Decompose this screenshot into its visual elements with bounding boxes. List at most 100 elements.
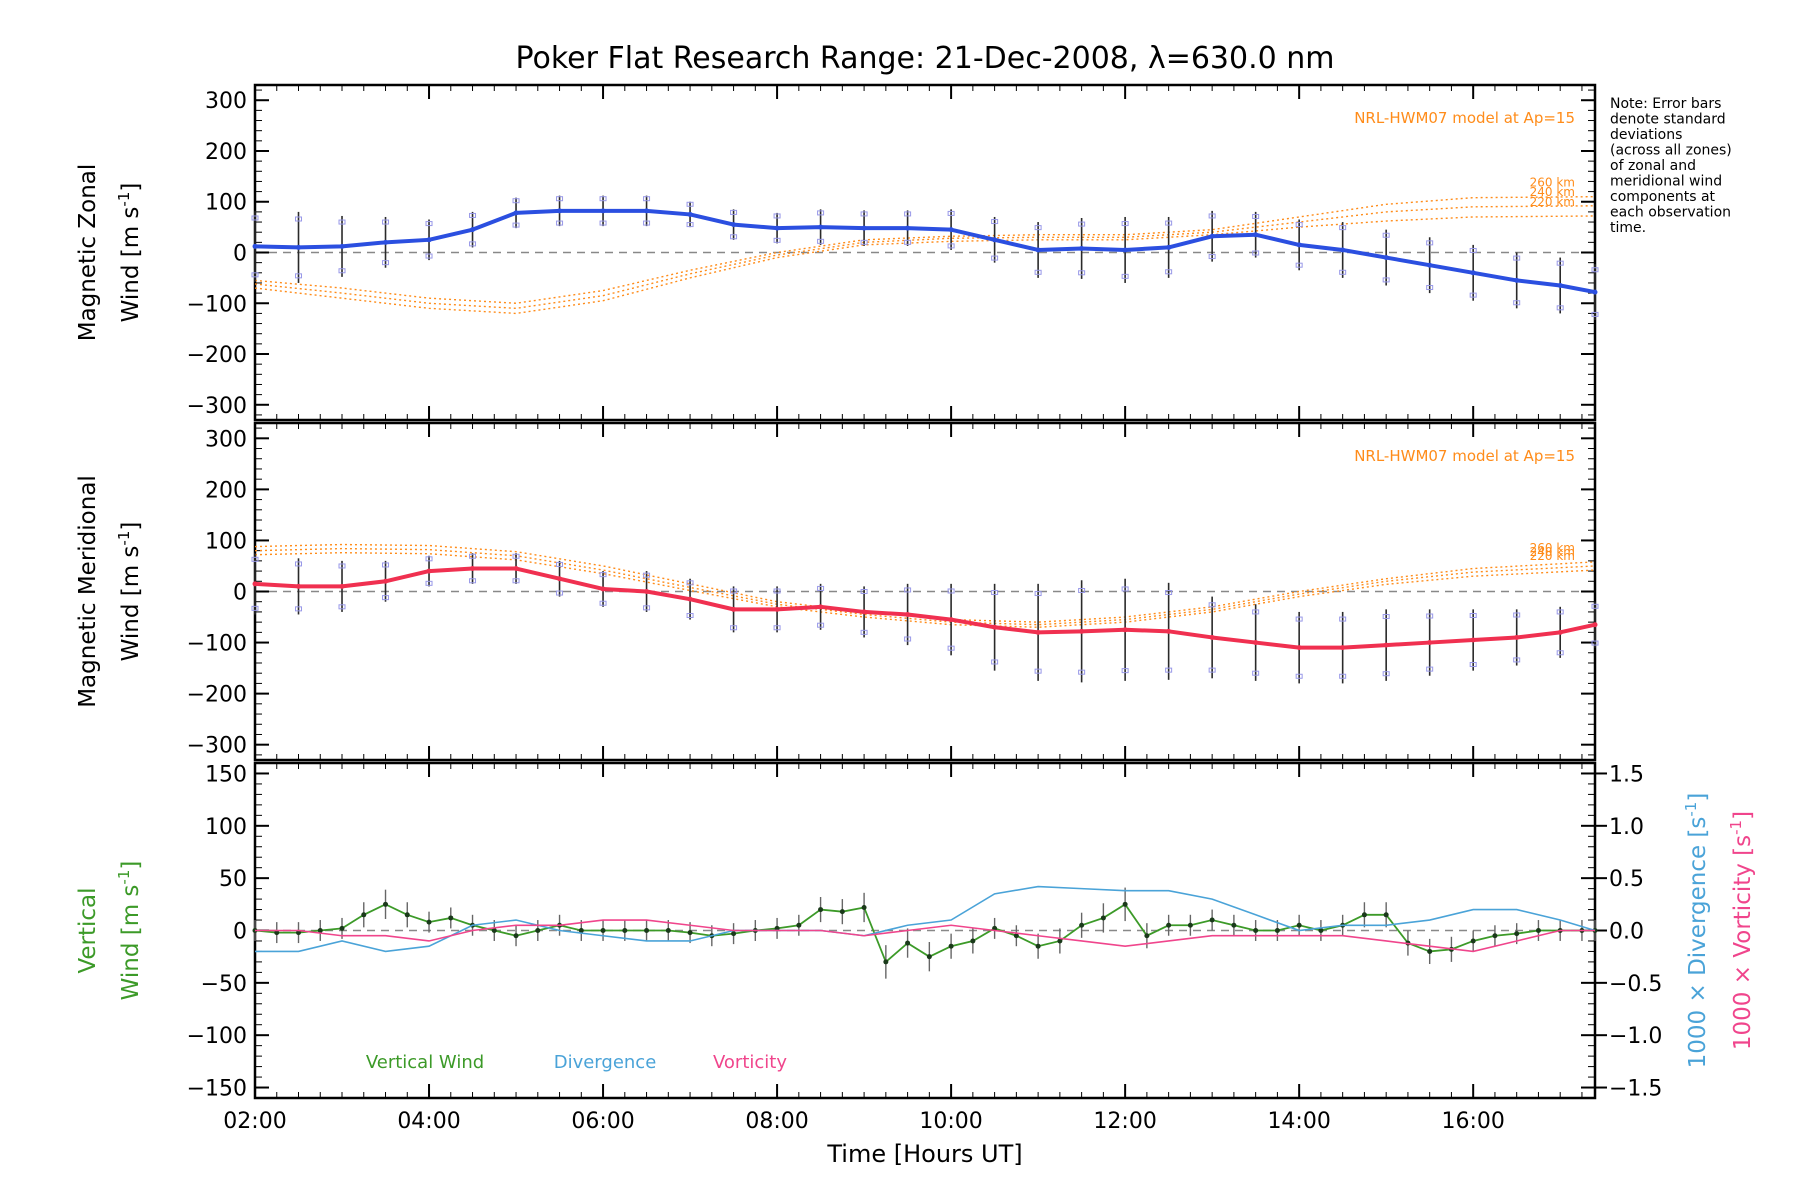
- vertical-wind-point: [687, 930, 693, 936]
- model-curve-label: 220 km: [1530, 549, 1575, 563]
- vertical-wind-point: [1122, 901, 1128, 907]
- y-axis-label: Vertical: [75, 887, 101, 973]
- zone-marker: [1034, 591, 1042, 597]
- series-point: [600, 586, 606, 592]
- series-line-meridional: [254, 566, 1596, 650]
- zone-marker: [643, 572, 651, 578]
- zone-marker: [817, 622, 825, 628]
- y-tick-label: −50: [201, 972, 247, 997]
- series-point: [296, 583, 302, 589]
- zone-marker: [1339, 673, 1347, 679]
- vertical-wind-point: [948, 943, 954, 949]
- legend-divergence: Divergence: [554, 1052, 657, 1073]
- zone-marker: [991, 659, 999, 665]
- zone-marker: [991, 255, 999, 261]
- x-tick-label: 02:00: [223, 1109, 286, 1134]
- zone-marker: [947, 210, 955, 216]
- series-point: [339, 243, 345, 249]
- series-point: [1209, 634, 1215, 640]
- zone-marker: [1165, 667, 1173, 673]
- vertical-wind-point: [622, 928, 628, 933]
- zone-marker: [425, 556, 433, 562]
- series-point: [687, 211, 693, 217]
- panel-zonal: 300 200 100 0 −100 −200 −300 Magnetic Zonal Wind…: [75, 83, 1599, 422]
- series-point: [644, 589, 650, 594]
- zone-marker: [1034, 269, 1042, 275]
- series-point: [1557, 629, 1563, 635]
- vertical-wind-point: [774, 925, 780, 931]
- vertical-wind-point: [1253, 928, 1259, 933]
- zone-marker: [1034, 668, 1042, 674]
- series-point: [1340, 247, 1346, 253]
- zone-marker: [1469, 247, 1477, 253]
- vertical-wind-point: [578, 928, 584, 933]
- y2-tick-label: −0.5: [1609, 972, 1662, 997]
- model-curve-label: 220 km: [1530, 195, 1575, 209]
- zone-marker: [512, 222, 520, 228]
- zone-marker: [425, 580, 433, 586]
- zone-marker: [251, 556, 259, 562]
- vertical-wind-point: [1383, 912, 1389, 918]
- zone-marker: [338, 604, 346, 610]
- vertical-wind-point: [926, 954, 932, 960]
- zone-marker: [1382, 232, 1390, 238]
- x-tick-label: 14:00: [1267, 1109, 1330, 1134]
- x-tick-label: 16:00: [1441, 1109, 1504, 1134]
- series-point: [426, 237, 432, 243]
- vertical-wind-point: [1535, 928, 1541, 933]
- y-tick-label: 300: [205, 427, 247, 452]
- zone-marker: [425, 221, 433, 227]
- zone-marker: [1121, 668, 1129, 674]
- series-point: [1035, 629, 1041, 635]
- zone-marker: [1252, 670, 1260, 676]
- zone-marker: [1591, 311, 1599, 317]
- zone-marker: [425, 253, 433, 259]
- vertical-wind-point: [1296, 922, 1302, 928]
- zone-marker: [599, 572, 607, 578]
- zone-marker: [1556, 305, 1564, 311]
- note-line: each observation: [1610, 205, 1731, 221]
- y-tick-label: 100: [205, 191, 247, 216]
- zone-marker: [773, 588, 781, 594]
- zone-marker: [1556, 260, 1564, 266]
- vertical-wind-point: [339, 925, 345, 931]
- series-point: [1470, 270, 1476, 276]
- zone-marker: [730, 209, 738, 215]
- y-tick-label: −100: [187, 292, 247, 317]
- vertical-wind-point: [1035, 943, 1041, 949]
- zone-marker: [1382, 614, 1390, 620]
- vertical-wind-point: [1274, 928, 1280, 933]
- y-axis-label: Wind [m s-1]: [115, 861, 144, 1001]
- zone-marker: [860, 629, 868, 635]
- zone-marker: [556, 220, 564, 226]
- series-point: [687, 596, 693, 602]
- y2-tick-label: 0.5: [1609, 867, 1644, 892]
- model-curve-220km: [254, 551, 1596, 628]
- vertical-wind-point: [404, 912, 410, 918]
- vertical-wind-point: [1514, 931, 1520, 937]
- series-point: [1122, 247, 1128, 253]
- series-point: [1166, 244, 1172, 250]
- y-axis-label: Wind [m s-1]: [115, 183, 144, 323]
- zone-marker: [643, 220, 651, 226]
- y-tick-label: 300: [205, 89, 247, 114]
- zone-marker: [1513, 300, 1521, 306]
- series-point: [296, 244, 302, 250]
- vertical-wind-point: [1166, 922, 1172, 928]
- zone-marker: [1513, 612, 1521, 618]
- series-point: [861, 225, 867, 231]
- vertical-wind-point: [883, 959, 889, 965]
- zone-marker: [1591, 267, 1599, 273]
- vertical-wind-point: [1013, 933, 1019, 939]
- zone-marker: [382, 260, 390, 266]
- series-point: [818, 604, 824, 610]
- zone-marker: [904, 636, 912, 642]
- x-tick-label: 12:00: [1093, 1109, 1156, 1134]
- y-tick-label: 100: [205, 815, 247, 840]
- zone-marker: [1382, 277, 1390, 283]
- zone-marker: [1382, 671, 1390, 677]
- y-tick-label: 200: [205, 140, 247, 165]
- y2-tick-label: −1.5: [1609, 1077, 1662, 1102]
- y2-tick-label: −1.0: [1609, 1024, 1662, 1049]
- vertical-wind-point: [1318, 928, 1324, 933]
